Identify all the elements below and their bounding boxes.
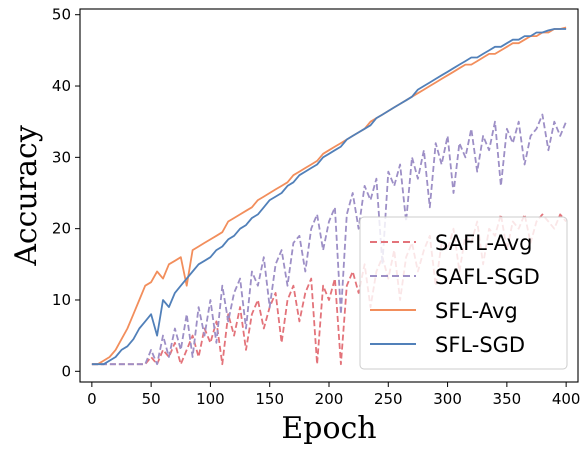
x-tick-label: 0 [87,390,97,408]
y-tick-label: 30 [52,148,71,166]
x-tick-label: 350 [493,390,522,408]
tick-layer: 0 50 100 150 200 250 300 350 400 0 10 20 30 40 50 [52,6,581,408]
y-tick-label: 0 [61,362,71,380]
series-line-sfl-sgd [91,28,567,366]
series-line-safl-avg [91,213,567,366]
y-tick-label: 10 [52,291,71,309]
x-tick-label: 200 [315,390,344,408]
legend-label: SAFL-Avg [435,231,533,255]
y-axis-title: Accuracy [9,125,44,267]
legend-box [359,216,568,370]
x-tick-label: 300 [433,390,462,408]
y-tick-label: 50 [52,6,71,24]
legend-label: SFL-SGD [435,333,525,357]
legend-label: SFL-Avg [435,299,518,323]
series-layer [91,26,567,366]
x-tick-label: 150 [255,390,284,408]
legend-label: SAFL-SGD [435,265,540,289]
x-tick-label: 50 [142,390,161,408]
y-tick-label: 40 [52,77,71,95]
x-tick-label: 100 [196,390,225,408]
x-tick-label: 400 [552,390,581,408]
x-tick-label: 250 [374,390,403,408]
legend: SAFL-Avg SAFL-SGD SFL-Avg SFL-SGD [359,216,568,370]
series-line-safl-sgd [91,113,567,366]
series-line-sfl-avg [91,26,567,366]
y-tick-label: 20 [52,220,71,238]
x-axis-title: Epoch [281,411,376,446]
